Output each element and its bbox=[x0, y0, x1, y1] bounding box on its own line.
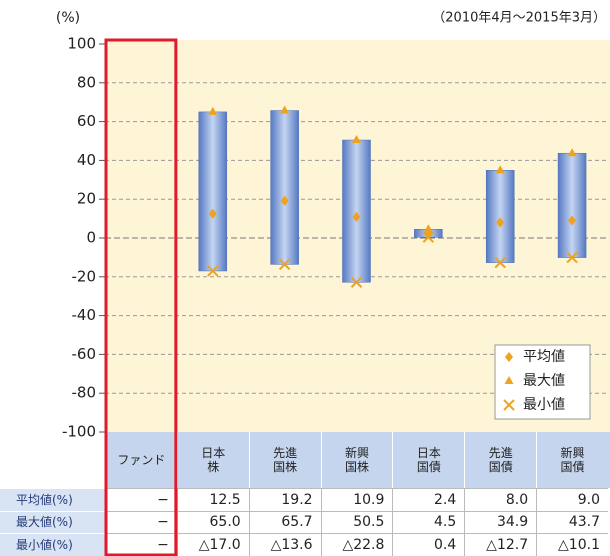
legend-marker bbox=[504, 376, 514, 384]
table-value: 65.7 bbox=[248, 510, 321, 533]
y-tick-label: 40 bbox=[77, 151, 96, 169]
legend-marker bbox=[503, 399, 515, 411]
table-value: △10.1 bbox=[536, 533, 608, 556]
category-label: 日本 株 bbox=[176, 432, 249, 488]
table-value: 4.5 bbox=[392, 510, 465, 533]
row-label: 最小値(%) bbox=[0, 533, 105, 556]
legend-label: 最小値 bbox=[523, 397, 565, 413]
marker-diamond bbox=[568, 215, 577, 226]
marker-diamond bbox=[208, 208, 217, 219]
y-tick-label: -20 bbox=[72, 267, 97, 285]
table-value: 43.7 bbox=[536, 510, 608, 533]
range-bar bbox=[485, 170, 515, 263]
category-label: 先進 国債 bbox=[464, 432, 536, 488]
marker-diamond bbox=[280, 195, 289, 206]
y-tick-label: 0 bbox=[86, 229, 96, 247]
category-label: 先進 国株 bbox=[248, 432, 321, 488]
row-label: 平均値(%) bbox=[0, 488, 105, 511]
category-label: ファンド bbox=[105, 432, 177, 488]
y-tick-label: -60 bbox=[72, 345, 97, 363]
legend-label: 最大値 bbox=[523, 373, 565, 389]
table-value: 8.0 bbox=[464, 488, 537, 511]
category-label: 新興 国債 bbox=[536, 432, 608, 488]
y-tick-label: 100 bbox=[67, 35, 96, 53]
legend-marker bbox=[505, 352, 513, 362]
range-bar bbox=[342, 139, 371, 283]
range-bar bbox=[557, 152, 587, 258]
table-value: − bbox=[105, 533, 177, 556]
y-tick-label: -80 bbox=[72, 384, 97, 402]
y-tick-label: -40 bbox=[72, 306, 97, 324]
range-bar bbox=[270, 110, 299, 265]
marker-diamond bbox=[496, 217, 505, 228]
period-label: （2010年4月～2015年3月） bbox=[432, 11, 606, 26]
category-label: 日本 国債 bbox=[392, 432, 464, 488]
table-value: − bbox=[105, 488, 177, 511]
y-tick-label: -100 bbox=[62, 423, 96, 441]
marker-x bbox=[566, 251, 578, 264]
unit-label: (%) bbox=[56, 10, 80, 26]
table-value: 34.9 bbox=[464, 510, 537, 533]
category-label: 新興 国株 bbox=[320, 432, 393, 488]
y-tick-label: 80 bbox=[77, 73, 96, 91]
range-bar bbox=[198, 111, 228, 272]
table-value: △17.0 bbox=[176, 533, 249, 556]
marker-triangle bbox=[352, 135, 361, 144]
marker-triangle bbox=[495, 165, 505, 174]
table-value: 0.4 bbox=[392, 533, 465, 556]
marker-diamond bbox=[352, 211, 361, 222]
marker-x bbox=[494, 256, 506, 269]
marker-x bbox=[207, 265, 219, 277]
table-header-background bbox=[105, 432, 610, 488]
marker-x bbox=[350, 276, 363, 288]
table-value: 50.5 bbox=[320, 510, 393, 533]
table-value: △13.6 bbox=[248, 533, 321, 556]
table-value: − bbox=[105, 510, 177, 533]
table-value: 9.0 bbox=[536, 488, 608, 511]
marker-triangle bbox=[423, 224, 433, 233]
table-value: 19.2 bbox=[248, 488, 321, 511]
marker-x bbox=[422, 231, 435, 243]
marker-triangle bbox=[208, 106, 218, 115]
marker-x bbox=[278, 258, 291, 271]
y-tick-label: 60 bbox=[77, 112, 96, 130]
table-value: △12.7 bbox=[464, 533, 537, 556]
row-label-background bbox=[0, 488, 105, 556]
table-value: 2.4 bbox=[392, 488, 465, 511]
marker-triangle bbox=[280, 105, 290, 114]
marker-triangle bbox=[567, 148, 577, 157]
y-tick-label: 20 bbox=[77, 190, 96, 208]
table-value: △22.8 bbox=[320, 533, 393, 556]
table-value: 10.9 bbox=[320, 488, 393, 511]
table-value: 12.5 bbox=[176, 488, 249, 511]
row-label: 最大値(%) bbox=[0, 510, 105, 534]
legend-label: 平均値 bbox=[523, 349, 565, 365]
table-value: 65.0 bbox=[176, 510, 249, 533]
